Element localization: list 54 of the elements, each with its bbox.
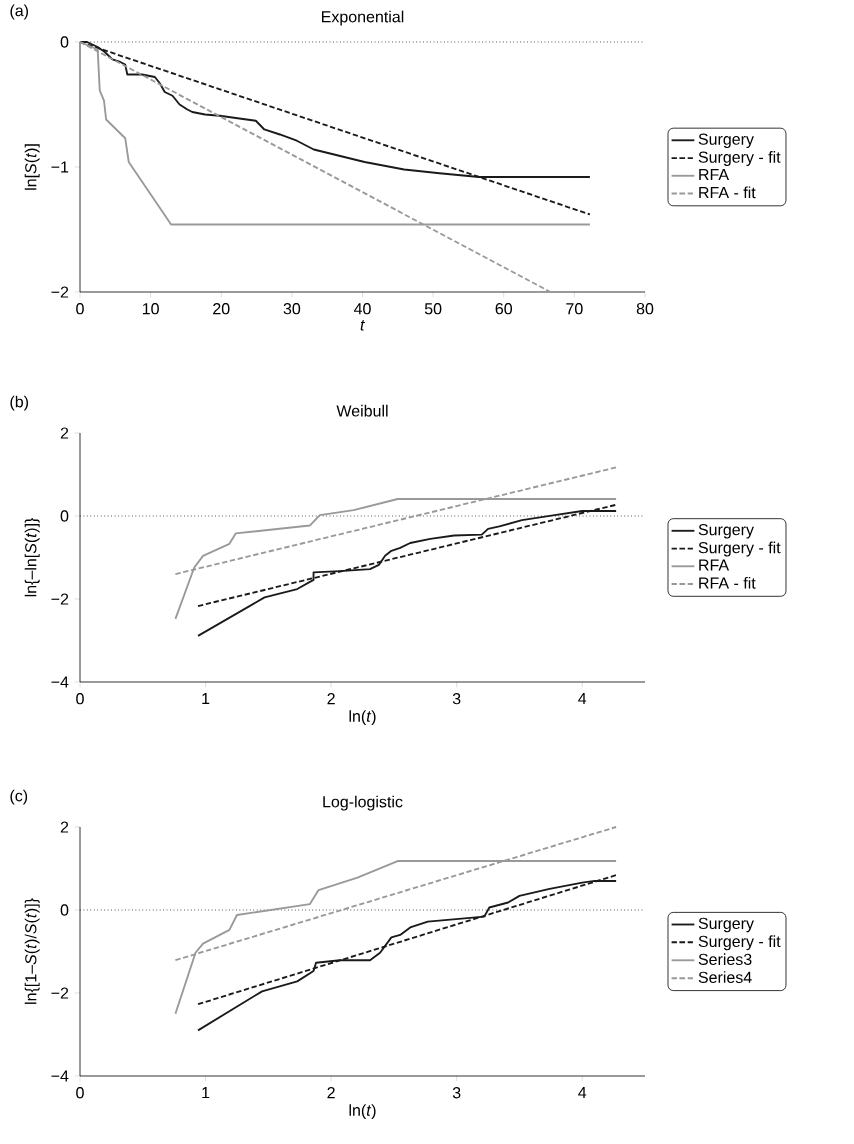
y-tick-label: −1 — [51, 161, 69, 173]
y-tick-label: 0 — [60, 904, 69, 916]
x-tick-label: 1 — [202, 1087, 210, 1099]
y-tick-label: 0 — [60, 510, 69, 522]
legend-label: Surgery - fit — [698, 935, 781, 951]
y-tick-label: 2 — [60, 821, 69, 833]
text: (c) — [10, 789, 28, 805]
x-tick-label: 3 — [452, 693, 461, 705]
y-tick-label: −4 — [51, 676, 69, 688]
x-tick-label: 50 — [424, 303, 442, 315]
y-tick-label: −2 — [51, 593, 69, 605]
legend-label: Surgery — [698, 917, 754, 933]
y-tick-label: −4 — [51, 1070, 69, 1082]
x-tick-label: 3 — [452, 1087, 461, 1099]
x-tick-label: 0 — [76, 1087, 84, 1099]
x-tick-label: 20 — [213, 303, 230, 315]
x-axis-title: t — [360, 320, 365, 331]
legend-label: RFA - fit — [699, 186, 756, 199]
x-tick-label: 2 — [327, 1087, 335, 1099]
x-tick-label: 40 — [353, 303, 371, 315]
text: (a) — [10, 4, 29, 20]
x-tick-label: 0 — [76, 693, 84, 705]
y-axis-title: ln[S(t)] — [24, 144, 40, 190]
text: (b) — [10, 395, 29, 411]
legend-label: RFA — [699, 169, 730, 181]
x-tick-label: 4 — [578, 693, 587, 705]
text: ln{[1–S(t)/S(t)]} — [24, 898, 40, 1004]
chart-title: Weibull — [336, 404, 388, 417]
x-axis-title: ln(t) — [349, 710, 376, 726]
x-tick-label: 60 — [495, 303, 513, 315]
y-tick-label: −2 — [51, 987, 69, 999]
legend-label: Series3 — [698, 953, 752, 966]
legend-label: Surgery — [698, 133, 754, 148]
legend-label: Series4 — [698, 971, 752, 984]
legend-label: RFA - fit — [699, 576, 756, 589]
legend-label: Surgery - fit — [698, 541, 781, 557]
x-tick-label: 2 — [327, 693, 335, 705]
legend-label: Surgery - fit — [698, 151, 781, 166]
y-tick-label: −2 — [51, 286, 69, 298]
y-tick-label: 0 — [60, 36, 69, 48]
x-tick-label: 10 — [142, 303, 159, 315]
x-tick-label: 4 — [578, 1087, 587, 1099]
x-tick-label: 70 — [566, 303, 583, 315]
x-tick-label: 1 — [202, 693, 210, 705]
chart-title: Log-logistic — [323, 795, 403, 811]
x-tick-label: 0 — [76, 303, 84, 315]
chart-title: Exponential — [322, 10, 404, 26]
x-tick-label: 80 — [636, 303, 654, 315]
y-axis-title: ln{–ln[S(t)]} — [24, 517, 40, 597]
legend-label: RFA — [699, 559, 730, 571]
x-axis-title: ln(t) — [349, 1104, 376, 1120]
legend-label: Surgery — [698, 524, 754, 539]
x-tick-label: 30 — [283, 303, 301, 315]
y-tick-label: 2 — [60, 427, 69, 439]
